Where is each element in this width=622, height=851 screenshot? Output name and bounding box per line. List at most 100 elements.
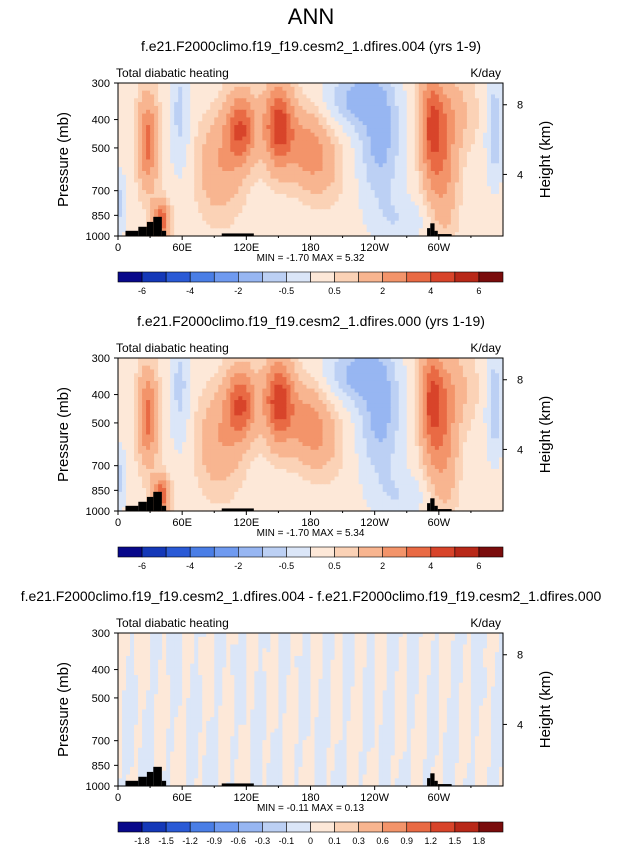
field-cell [218, 369, 223, 374]
field-cell [382, 178, 388, 184]
field-cell [318, 117, 324, 122]
field-cell [214, 86, 219, 92]
field-cell [494, 384, 500, 390]
field-cell [466, 373, 472, 378]
field-cell [482, 163, 488, 168]
field-cell [366, 224, 372, 229]
field-cell [498, 117, 504, 122]
field-cell [354, 144, 360, 149]
field-cell [294, 148, 300, 153]
field-cell [470, 224, 476, 229]
field-cell [298, 178, 304, 184]
field-cell [354, 90, 360, 96]
field-cell [270, 174, 276, 180]
field-cell [298, 128, 304, 134]
field-cell [314, 148, 320, 153]
field-cell [142, 136, 147, 141]
field-cell [158, 396, 163, 401]
field-cell [462, 232, 468, 237]
field-cell [294, 224, 300, 229]
field-cell [414, 224, 420, 229]
field-cell [246, 197, 251, 203]
field-cell [470, 90, 476, 96]
field-cell [158, 388, 163, 394]
field-cell [306, 117, 312, 122]
field-cell [374, 94, 380, 99]
field-cell [154, 117, 159, 122]
field-cell [238, 167, 243, 172]
field-cell [258, 396, 263, 401]
field-cell [446, 86, 452, 92]
field-cell [174, 98, 179, 103]
field-cell [410, 396, 416, 401]
field-cell [206, 193, 211, 199]
field-cell [118, 365, 123, 371]
field-cell [154, 90, 159, 96]
field-cell [482, 174, 488, 180]
field-cell [470, 358, 476, 363]
field-cell [358, 86, 364, 92]
field-cell [398, 155, 404, 161]
field-cell [426, 102, 432, 107]
field-cell [262, 121, 267, 126]
field-cell [170, 392, 175, 397]
field-cell [174, 392, 179, 397]
field-cell [490, 94, 496, 99]
field-cell [270, 186, 276, 191]
field-cell [234, 369, 239, 374]
field-cell [290, 132, 296, 138]
field-cell [490, 128, 496, 134]
field-cell [466, 151, 472, 157]
field-cell [158, 377, 163, 382]
field-cell [438, 170, 444, 176]
field-cell [138, 197, 143, 203]
field-cell [370, 170, 376, 176]
field-cell [382, 209, 388, 214]
field-cell [194, 384, 199, 390]
field-cell [442, 388, 448, 394]
field-cell [162, 209, 167, 214]
field-cell [150, 373, 155, 378]
field-cell [122, 388, 127, 394]
field-cell [466, 384, 472, 390]
field-cell [142, 151, 147, 157]
field-cell [214, 117, 219, 122]
field-cell [422, 98, 428, 103]
field-cell [386, 163, 392, 168]
field-cell [346, 163, 352, 168]
field-cell [398, 213, 404, 218]
field-cell [250, 396, 255, 401]
field-cell [234, 98, 239, 103]
field-cell [334, 369, 340, 374]
field-cell [178, 86, 183, 92]
field-cell [454, 388, 460, 394]
field-cell [294, 178, 300, 184]
field-cell [438, 159, 444, 164]
field-cell [338, 392, 344, 397]
field-cell [346, 155, 352, 161]
field-cell [154, 148, 159, 153]
field-cell [314, 380, 320, 386]
field-cell [258, 86, 263, 92]
field-cell [202, 377, 207, 382]
field-cell [390, 213, 396, 218]
field-cell [478, 86, 484, 92]
field-cell [362, 361, 368, 367]
field-cell [478, 358, 484, 363]
field-cell [186, 220, 191, 226]
field-cell [126, 365, 131, 371]
field-cell [158, 155, 163, 161]
field-cell [218, 109, 223, 115]
field-cell [334, 182, 340, 187]
field-cell [242, 186, 247, 191]
field-cell [386, 144, 392, 149]
field-cell [286, 98, 292, 103]
field-cell [306, 186, 312, 191]
field-cell [214, 140, 219, 145]
field-cell [186, 167, 191, 172]
field-cell [414, 144, 420, 149]
field-cell [230, 94, 235, 99]
colorbar-box [358, 271, 383, 283]
field-cell [470, 377, 476, 382]
field-cell [126, 216, 131, 222]
